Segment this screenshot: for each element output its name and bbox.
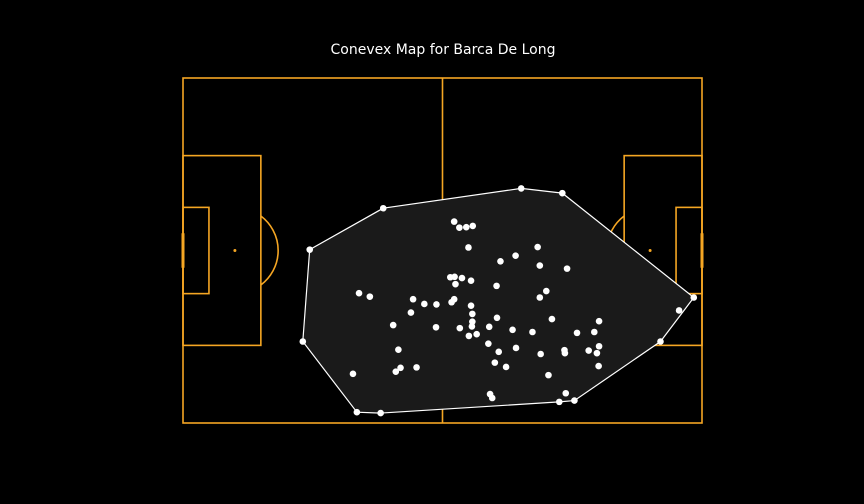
event-point: [349, 370, 357, 378]
event-point: [299, 338, 307, 345]
event-point: [465, 332, 473, 340]
event-point: [469, 310, 476, 318]
event-point: [690, 294, 698, 301]
event-point: [559, 189, 566, 197]
right-penalty-spot: [648, 249, 652, 252]
event-point: [458, 274, 466, 282]
event-point: [595, 342, 603, 350]
event-point: [379, 204, 387, 212]
event-point: [548, 315, 556, 323]
chart-title: Conevex Map for Barca De Long: [331, 42, 556, 58]
event-point: [675, 307, 683, 314]
event-point: [467, 277, 475, 284]
event-point: [432, 323, 440, 331]
event-point: [502, 363, 510, 371]
event-point: [536, 294, 544, 301]
event-point: [555, 398, 563, 406]
event-point: [562, 389, 570, 397]
event-point: [485, 323, 493, 331]
event-point: [545, 371, 552, 379]
event-point: [433, 301, 440, 308]
event-point: [534, 243, 541, 251]
event-point: [467, 302, 475, 310]
event-point: [537, 350, 544, 358]
event-point: [468, 323, 476, 330]
event-point: [571, 397, 578, 404]
event-point: [591, 328, 598, 336]
event-point: [456, 224, 463, 231]
event-point: [389, 321, 397, 329]
event-point: [469, 222, 477, 230]
event-point: [421, 300, 428, 308]
event-point: [509, 326, 516, 334]
event-point: [595, 317, 603, 325]
event-point: [495, 348, 503, 356]
left-penalty-arc: [260, 215, 279, 286]
event-point: [353, 408, 361, 416]
event-point: [465, 244, 472, 251]
event-point: [593, 349, 601, 357]
event-point: [595, 362, 602, 370]
event-point: [573, 329, 581, 337]
event-point: [657, 338, 664, 345]
event-point: [450, 295, 458, 303]
event-point: [517, 185, 525, 192]
event-point: [395, 346, 402, 353]
event-point: [392, 368, 400, 375]
event-point: [485, 340, 492, 347]
event-point: [355, 289, 363, 297]
hull-polygon: [302, 187, 695, 414]
convex-hull: [302, 187, 695, 414]
event-point: [491, 359, 499, 366]
event-point: [452, 280, 459, 288]
event-point: [563, 265, 571, 272]
event-point: [493, 282, 500, 290]
event-point: [512, 252, 519, 259]
event-point: [397, 364, 404, 372]
event-point: [409, 295, 417, 303]
event-point: [512, 344, 520, 352]
event-point: [462, 223, 470, 231]
event-point: [543, 287, 550, 295]
event-point: [493, 314, 501, 322]
event-point: [456, 324, 464, 332]
event-point: [306, 246, 314, 253]
event-point: [407, 309, 415, 316]
event-point: [413, 364, 420, 371]
event-point: [585, 347, 592, 354]
event-point: [450, 218, 458, 225]
event-point: [473, 330, 480, 338]
event-point: [529, 328, 536, 336]
event-point: [488, 394, 496, 402]
event-point: [377, 409, 384, 417]
event-point: [497, 257, 504, 265]
event-point: [536, 262, 544, 269]
left-penalty-spot: [233, 249, 237, 252]
event-points: [299, 185, 698, 417]
event-point: [446, 273, 454, 281]
event-point: [469, 318, 476, 325]
event-point: [561, 349, 569, 357]
event-point: [366, 293, 374, 300]
